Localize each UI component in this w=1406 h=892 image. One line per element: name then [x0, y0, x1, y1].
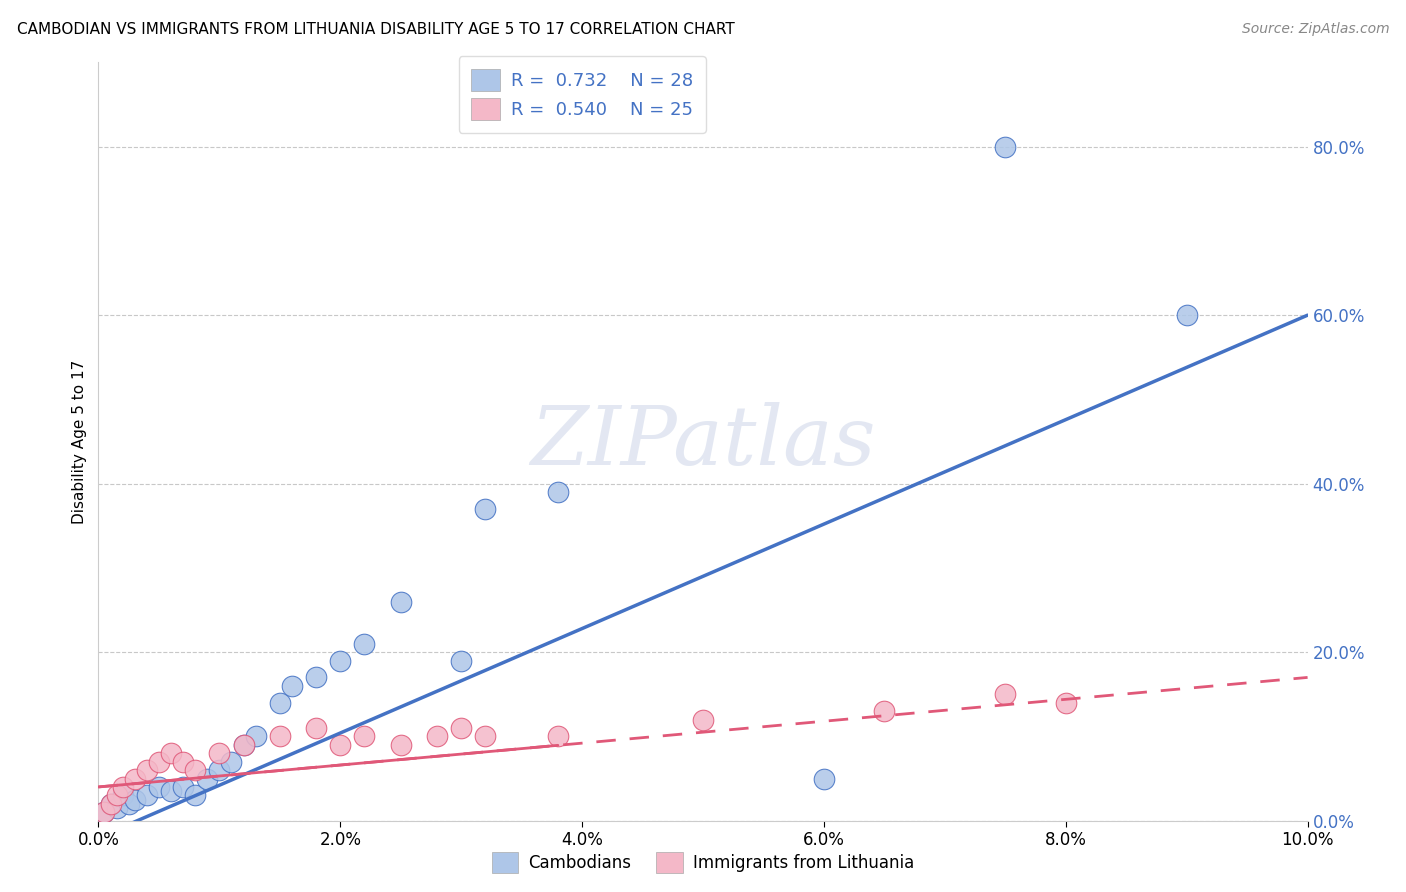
- Point: [148, 780, 170, 794]
- Point: [232, 738, 254, 752]
- Point: [105, 789, 128, 803]
- Point: [93, 805, 115, 820]
- Text: CAMBODIAN VS IMMIGRANTS FROM LITHUANIA DISABILITY AGE 5 TO 17 CORRELATION CHART: CAMBODIAN VS IMMIGRANTS FROM LITHUANIA D…: [17, 22, 734, 37]
- Point: [1175, 308, 1198, 322]
- Point: [426, 730, 449, 744]
- Point: [450, 654, 472, 668]
- Point: [111, 789, 134, 803]
- Point: [474, 730, 496, 744]
- Point: [994, 687, 1017, 701]
- Point: [353, 637, 375, 651]
- Point: [450, 721, 472, 735]
- Legend: Cambodians, Immigrants from Lithuania: Cambodians, Immigrants from Lithuania: [485, 846, 921, 880]
- Point: [135, 763, 157, 777]
- Point: [389, 594, 412, 608]
- Point: [195, 772, 218, 786]
- Point: [172, 755, 194, 769]
- Text: ZIPatlas: ZIPatlas: [530, 401, 876, 482]
- Point: [281, 679, 304, 693]
- Point: [172, 780, 194, 794]
- Point: [305, 670, 328, 684]
- Point: [547, 730, 569, 744]
- Point: [135, 789, 157, 803]
- Point: [208, 763, 231, 777]
- Point: [329, 654, 352, 668]
- Point: [208, 746, 231, 760]
- Point: [124, 772, 146, 786]
- Point: [269, 696, 291, 710]
- Y-axis label: Disability Age 5 to 17: Disability Age 5 to 17: [72, 359, 87, 524]
- Point: [111, 780, 134, 794]
- Point: [184, 789, 207, 803]
- Point: [353, 730, 375, 744]
- Point: [160, 784, 183, 798]
- Point: [1054, 696, 1077, 710]
- Point: [873, 704, 896, 718]
- Point: [105, 801, 128, 815]
- Point: [148, 755, 170, 769]
- Point: [547, 485, 569, 500]
- Point: [93, 805, 115, 820]
- Point: [305, 721, 328, 735]
- Point: [269, 730, 291, 744]
- Point: [160, 746, 183, 760]
- Point: [232, 738, 254, 752]
- Text: Source: ZipAtlas.com: Source: ZipAtlas.com: [1241, 22, 1389, 37]
- Legend: R =  0.732    N = 28, R =  0.540    N = 25: R = 0.732 N = 28, R = 0.540 N = 25: [458, 56, 706, 133]
- Point: [474, 502, 496, 516]
- Point: [100, 797, 122, 811]
- Point: [221, 755, 243, 769]
- Point: [118, 797, 141, 811]
- Point: [329, 738, 352, 752]
- Point: [124, 792, 146, 806]
- Point: [100, 797, 122, 811]
- Point: [813, 772, 835, 786]
- Point: [245, 730, 267, 744]
- Point: [994, 139, 1017, 153]
- Point: [184, 763, 207, 777]
- Point: [389, 738, 412, 752]
- Point: [692, 713, 714, 727]
